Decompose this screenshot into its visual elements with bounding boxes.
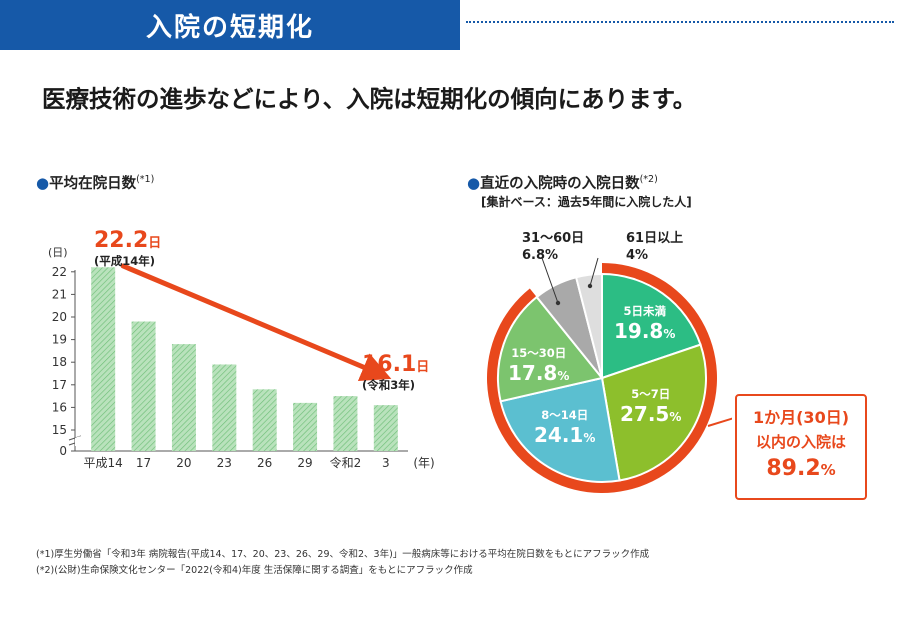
x-tick-label: 3 bbox=[382, 456, 390, 470]
slice-label-15to30: 15〜30日 17.8% bbox=[508, 346, 570, 385]
x-tick-label: 29 bbox=[297, 456, 312, 470]
x-tick-label: 17 bbox=[136, 456, 151, 470]
bar-chart-title: ●平均在院日数(*1) bbox=[36, 172, 154, 193]
x-tick-label: 26 bbox=[257, 456, 272, 470]
section-header: 入院の短期化 bbox=[0, 0, 460, 50]
section-header-title: 入院の短期化 bbox=[145, 12, 314, 43]
first-value: 22.2 bbox=[94, 228, 149, 253]
summary-value: 89.2% bbox=[766, 456, 836, 481]
trend-arrow bbox=[120, 263, 392, 382]
y-tick-label: 0 bbox=[59, 444, 67, 458]
y-tick-label: 20 bbox=[52, 310, 67, 324]
x-tick-label: 23 bbox=[217, 456, 232, 470]
bar bbox=[91, 267, 116, 451]
bullet-icon: ● bbox=[36, 174, 50, 192]
bar bbox=[333, 396, 358, 451]
slice-label-31to60: 31〜60日 6.8% bbox=[522, 231, 585, 263]
summary-box: 1か月(30日) 以内の入院は 89.2% bbox=[735, 394, 867, 500]
pie-chart-subtitle: [集計ベース：過去5年間に入院した人] bbox=[481, 195, 692, 209]
y-tick-label: 18 bbox=[52, 355, 67, 369]
y-tick-label: 19 bbox=[52, 333, 67, 347]
last-value-callout: 16.1日 (令和3年) bbox=[362, 352, 429, 393]
summary-connector bbox=[707, 417, 732, 427]
summary-line1: 1か月(30日) bbox=[752, 408, 850, 427]
leader-line bbox=[589, 257, 599, 287]
leader-dot bbox=[555, 300, 561, 306]
x-axis-unit: (年) bbox=[413, 456, 434, 470]
pie-slice bbox=[600, 343, 707, 482]
first-value-callout: 22.2日 (平成14年) bbox=[94, 228, 161, 269]
x-tick-label: 平成14 bbox=[84, 456, 123, 470]
slice-label-over61: 61日以上 4% bbox=[626, 231, 684, 263]
header-dotted-rule bbox=[466, 21, 894, 23]
x-tick-label: 20 bbox=[176, 456, 191, 470]
bar bbox=[293, 402, 318, 451]
axis-break-band bbox=[75, 436, 408, 446]
first-value-unit: 日 bbox=[148, 236, 162, 251]
x-tick-label: 令和2 bbox=[330, 455, 362, 470]
last-value-unit: 日 bbox=[416, 360, 430, 375]
leader-dot bbox=[587, 283, 593, 289]
pie-chart-title: ●直近の入院時の入院日数(*2) bbox=[467, 172, 658, 193]
lead-text: 医療技術の進歩などにより、入院は短期化の傾向にあります。 bbox=[42, 85, 697, 113]
pie-chart bbox=[487, 257, 732, 493]
y-tick-label: 21 bbox=[52, 287, 67, 301]
footnote-1: (*1)厚生労働省「令和3年 病院報告(平成14、17、20、23、26、29、… bbox=[36, 549, 650, 560]
last-value-year: (令和3年) bbox=[362, 378, 416, 392]
y-tick-label: 17 bbox=[52, 378, 67, 392]
bar-chart: (日) 0 15 16 17 18 19 20 21 22 平成14 17 20 23 26 29 令和2 3 (年… bbox=[48, 246, 435, 470]
bullet-icon: ● bbox=[467, 174, 481, 192]
bar bbox=[131, 321, 156, 451]
pie-slice bbox=[574, 272, 603, 379]
y-tick-label: 15 bbox=[52, 423, 67, 437]
pie-slice bbox=[497, 295, 604, 403]
pie-chart-title-text: 直近の入院時の入院日数 bbox=[480, 176, 640, 192]
slice-label-5to7: 5〜7日 27.5% bbox=[620, 387, 682, 426]
first-value-year: (平成14年) bbox=[94, 254, 156, 268]
footnote-2: (*2)(公財)生命保険文化センター「2022(令和4)年度 生活保障に関する調… bbox=[36, 565, 473, 576]
bar bbox=[252, 389, 277, 451]
y-tick-label: 16 bbox=[52, 400, 67, 414]
slice-label-under5: 5日未満 19.8% bbox=[614, 304, 676, 343]
y-tick-label: 22 bbox=[52, 265, 67, 279]
y-axis-unit: (日) bbox=[48, 246, 68, 259]
bar-chart-title-text: 平均在院日数 bbox=[49, 176, 137, 192]
last-value: 16.1 bbox=[362, 352, 417, 377]
bar bbox=[171, 344, 196, 451]
bar-chart-title-note: (*1) bbox=[136, 174, 155, 186]
pie-chart-title-note: (*2) bbox=[639, 174, 658, 186]
bar bbox=[373, 405, 398, 451]
leader-line bbox=[541, 257, 559, 304]
bar bbox=[212, 364, 237, 451]
summary-line2: 以内の入院は bbox=[755, 433, 846, 451]
pie-slice bbox=[499, 376, 621, 483]
slice-label-8to14: 8〜14日 24.1% bbox=[534, 408, 596, 447]
